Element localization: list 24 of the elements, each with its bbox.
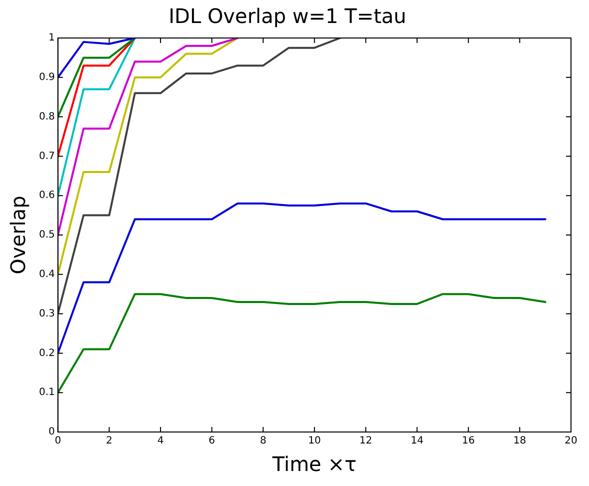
x-tick-label: 2	[106, 436, 112, 447]
y-tick-label: 0.4	[38, 268, 55, 280]
y-axis-title: Overlap	[6, 196, 30, 274]
y-tick-label: 0.5	[38, 230, 55, 241]
y-tick-label: 0.7	[38, 150, 55, 162]
y-tick-label: 0.6	[38, 190, 55, 202]
y-tick-label: 1	[48, 32, 55, 44]
y-tick-label: 0.9	[38, 72, 55, 83]
y-tick-label: 0.8	[38, 111, 55, 122]
x-tick-label: 4	[157, 436, 164, 447]
x-tick-label: 14	[410, 436, 424, 447]
y-tick-label: 0.3	[38, 308, 55, 320]
x-tick-label: 18	[513, 436, 526, 447]
x-tick-label: 16	[462, 436, 475, 447]
x-tick-label: 12	[359, 436, 372, 447]
x-tick-label: 6	[208, 436, 216, 447]
x-tick-label: 10	[308, 436, 321, 447]
x-tick-label: 8	[260, 436, 266, 447]
y-tick-label: 0.2	[38, 348, 55, 359]
x-tick-label: 20	[564, 436, 578, 447]
chart-title: IDL Overlap w=1 T=tau	[168, 4, 406, 28]
y-tick-label: 0	[48, 426, 55, 438]
y-tick-label: 0.1	[38, 387, 55, 398]
x-axis-title: Time ×τ	[271, 452, 357, 476]
